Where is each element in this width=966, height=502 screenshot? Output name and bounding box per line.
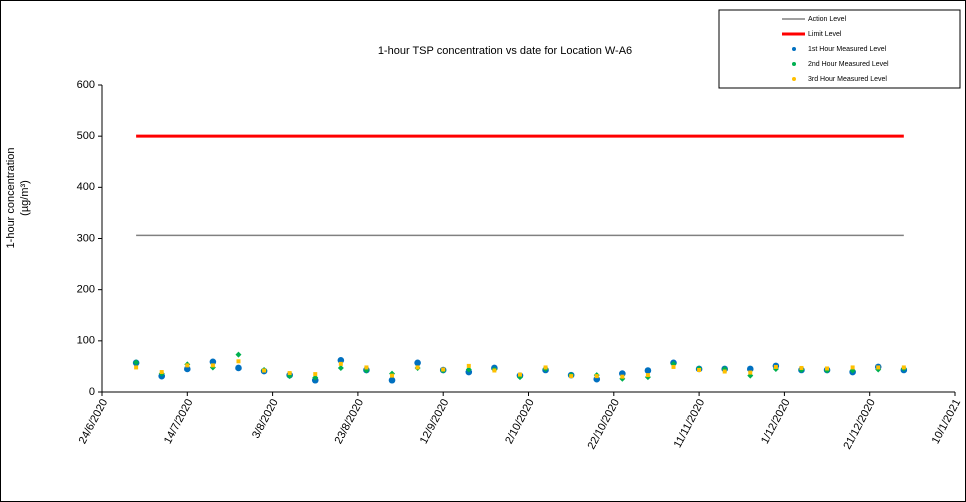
point [313, 372, 318, 377]
y-tick-label: 0 [89, 386, 95, 398]
point [850, 365, 855, 370]
legend-label: Action Level [808, 16, 847, 23]
legend-label: 1st Hour Measured Level [808, 46, 887, 53]
legend-swatch [792, 47, 796, 51]
y-tick-label: 500 [77, 130, 95, 142]
y-tick-label: 100 [77, 335, 95, 347]
point [236, 359, 241, 364]
y-tick-label: 300 [77, 232, 95, 244]
y-axis-label: 1-hour concentration [5, 148, 17, 249]
point [159, 370, 164, 375]
point [364, 365, 369, 370]
point [287, 371, 292, 376]
point [466, 363, 471, 368]
point [748, 370, 753, 375]
point [337, 364, 344, 371]
point [388, 376, 396, 384]
legend-label: Limit Level [808, 31, 842, 38]
point [594, 374, 599, 379]
legend-swatch [792, 62, 796, 66]
point [773, 364, 778, 369]
legend-box [718, 9, 961, 89]
point [569, 374, 574, 379]
y-tick-label: 600 [77, 79, 95, 91]
point [620, 374, 625, 379]
point [338, 361, 343, 366]
legend-swatch [792, 77, 796, 81]
point [210, 363, 215, 368]
legend: Action Level Limit Level 1st Hour Measured… [718, 9, 961, 89]
legend-label: 2nd Hour Measured Level [808, 61, 889, 68]
point [671, 364, 676, 369]
point [876, 365, 881, 370]
legend-label: 3rd Hour Measured Level [808, 76, 887, 83]
point [465, 366, 472, 373]
point [543, 365, 548, 370]
point [133, 359, 140, 366]
point [825, 366, 830, 371]
point [644, 367, 652, 374]
point [235, 364, 242, 372]
point [312, 374, 319, 381]
point [645, 373, 650, 378]
point [901, 365, 906, 370]
point [414, 359, 421, 367]
point [415, 365, 420, 370]
point [799, 365, 804, 370]
point [441, 367, 446, 372]
point [185, 363, 190, 368]
point [390, 373, 395, 378]
point [697, 367, 702, 372]
point [262, 368, 267, 373]
point [722, 369, 727, 374]
y-tick-label: 200 [77, 284, 95, 296]
point [492, 368, 497, 373]
point [517, 372, 522, 377]
y-tick-label: 400 [77, 181, 95, 193]
y-axis-label: (µg/m³) [19, 180, 31, 216]
point [134, 365, 139, 370]
chart-title: 1-hour TSP concentration vs date for Loc… [378, 45, 632, 57]
point [235, 351, 242, 358]
